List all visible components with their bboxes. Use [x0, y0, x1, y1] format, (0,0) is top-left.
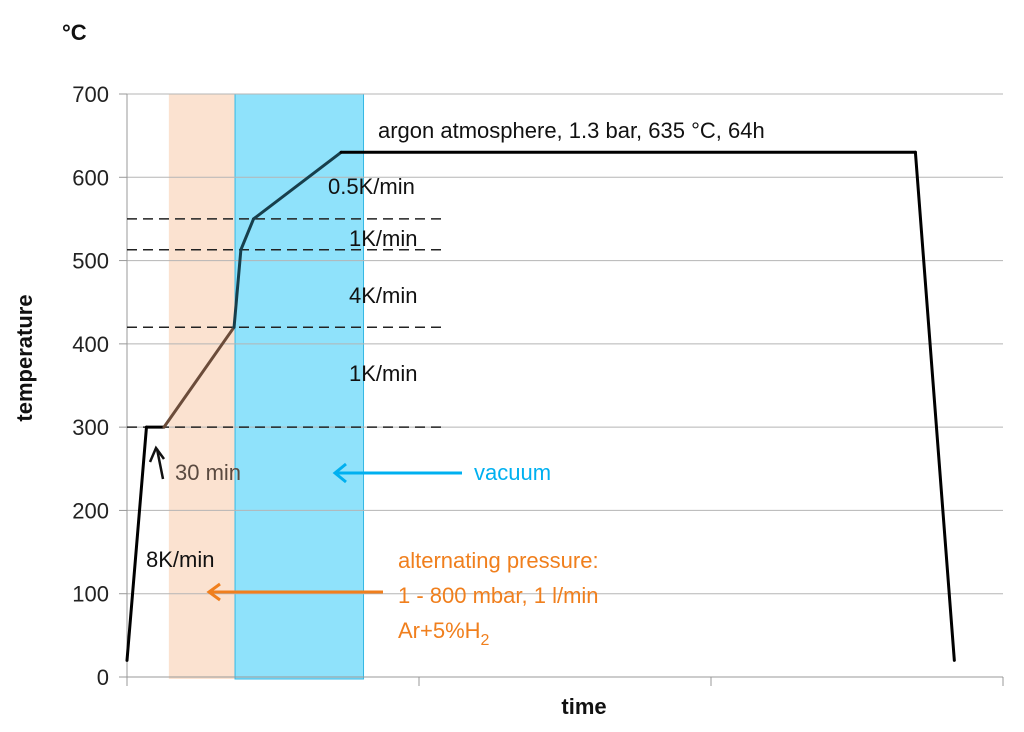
profile-segment — [232, 248, 243, 329]
y-tick-label: 700 — [72, 82, 109, 107]
alt-pressure-line3: Ar+5%H2 — [398, 618, 490, 649]
rate-1b-label: 1K/min — [349, 361, 417, 386]
y-tick-label: 200 — [72, 498, 109, 523]
vacuum-label: vacuum — [474, 460, 551, 485]
profile-segment — [239, 217, 256, 252]
argon-annotation: argon atmosphere, 1.3 bar, 635 °C, 64h — [378, 118, 765, 143]
y-tick-labels: 0 100 200 300 400 500 600 700 — [72, 82, 109, 690]
profile-segment — [125, 425, 148, 662]
rate-1a-label: 1K/min — [349, 226, 417, 251]
profile-segment — [252, 150, 343, 221]
temperature-profile — [125, 150, 956, 662]
hold-label: 30 min — [175, 460, 241, 485]
profile-segment — [162, 325, 236, 429]
alternating-pressure-arrow — [206, 582, 383, 602]
y-tick-label: 300 — [72, 415, 109, 440]
reference-lines — [127, 218, 442, 428]
y-tick-label: 500 — [72, 249, 109, 274]
vacuum-region — [234, 93, 365, 680]
vacuum-arrow — [332, 462, 462, 484]
hold-arrow — [148, 445, 166, 480]
y-tick-label: 0 — [97, 665, 109, 690]
gas-mixture-text: Ar+5%H — [398, 618, 481, 643]
alt-pressure-line1: alternating pressure: — [398, 548, 599, 573]
y-tick-label: 400 — [72, 332, 109, 357]
profile-segment — [913, 150, 956, 662]
y-tick-label: 600 — [72, 165, 109, 190]
alt-pressure-line2: 1 - 800 mbar, 1 l/min — [398, 583, 599, 608]
unit-label: °C — [62, 20, 87, 45]
y-tick-label: 100 — [72, 582, 109, 607]
rate-05-label: 0.5K/min — [328, 174, 415, 199]
rate-8-label: 8K/min — [146, 547, 214, 572]
x-axis-label: time — [561, 694, 606, 719]
alternating-pressure-region — [168, 94, 236, 679]
gas-mixture-subscript: 2 — [481, 632, 490, 649]
rate-4-label: 4K/min — [349, 283, 417, 308]
y-axis-label: temperature — [12, 294, 37, 421]
